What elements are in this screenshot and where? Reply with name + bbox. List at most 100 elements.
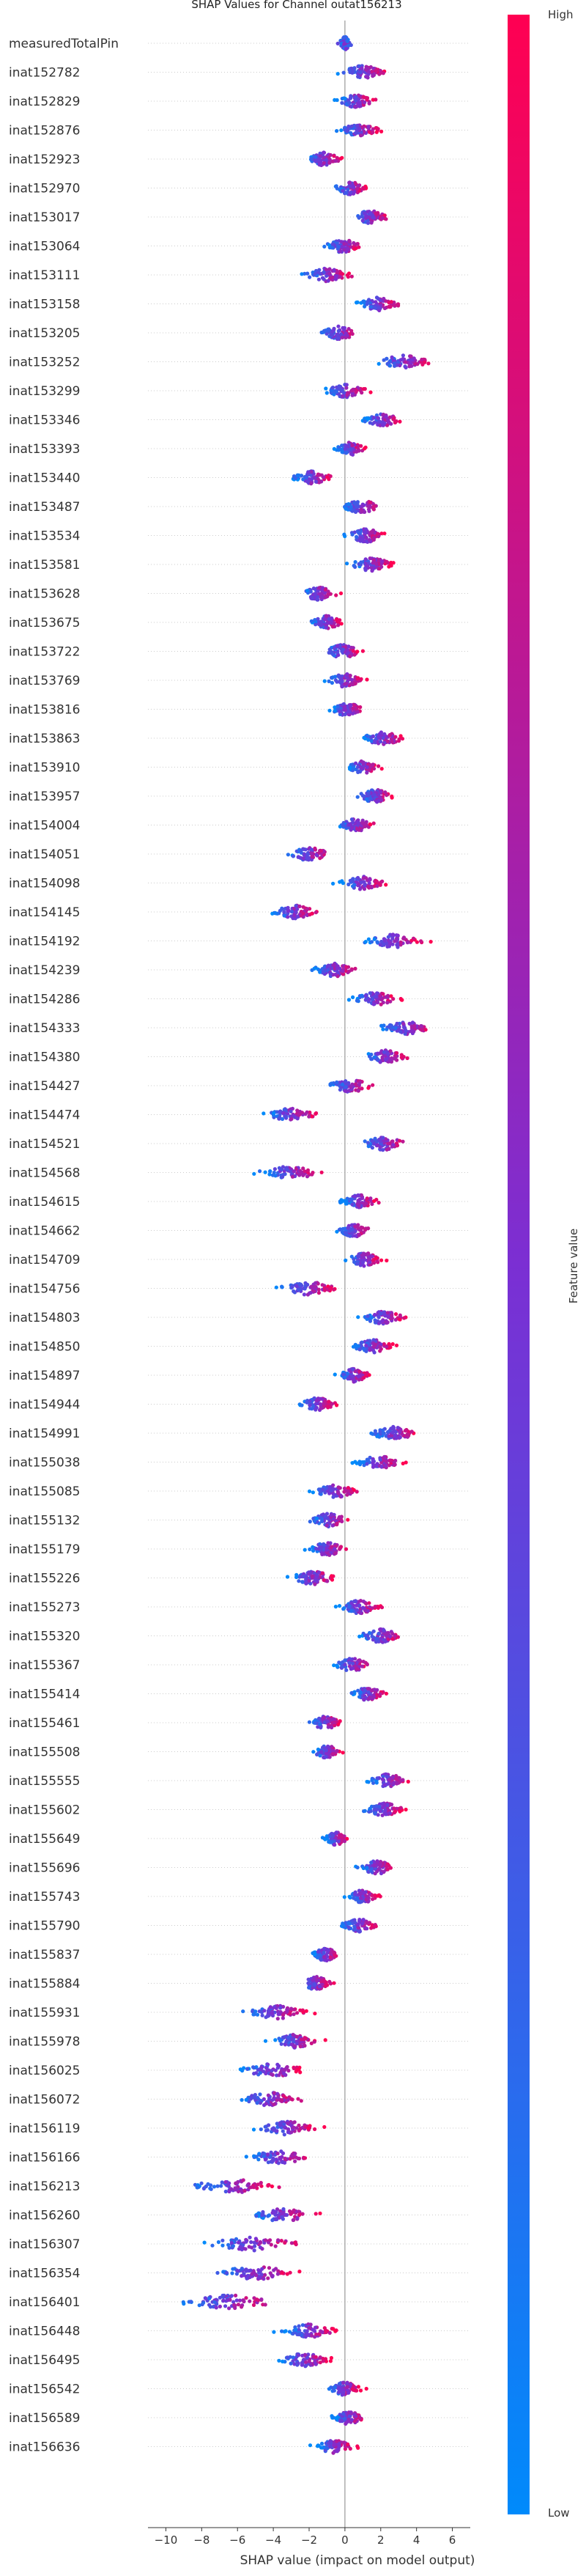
shap-point xyxy=(315,853,319,857)
shap-point xyxy=(348,765,352,769)
shap-point xyxy=(381,1778,385,1781)
shap-point xyxy=(374,126,378,130)
shap-point xyxy=(370,940,374,943)
shap-point xyxy=(344,386,348,390)
shap-point xyxy=(404,360,407,364)
shap-point xyxy=(303,1292,306,1296)
shap-point xyxy=(341,336,344,339)
shap-point xyxy=(332,328,335,331)
shap-point xyxy=(392,416,396,419)
shap-point xyxy=(310,619,314,623)
shap-point xyxy=(381,992,385,996)
shap-point xyxy=(333,709,337,713)
shap-point xyxy=(365,677,368,681)
shap-point xyxy=(366,76,370,79)
shap-point xyxy=(330,1745,333,1748)
shap-point xyxy=(360,1341,363,1344)
shap-point xyxy=(323,1515,327,1518)
shap-point xyxy=(341,969,344,973)
shap-point xyxy=(345,1233,349,1237)
feature-label: inat153769 xyxy=(9,674,80,688)
shap-point xyxy=(332,1517,335,1520)
shap-point xyxy=(358,1891,362,1895)
shap-point xyxy=(382,1312,386,1316)
shap-point xyxy=(356,1866,360,1869)
shap-point xyxy=(356,770,360,774)
shap-point xyxy=(324,1748,328,1752)
shap-point xyxy=(352,649,355,652)
feature-label: inat156589 xyxy=(9,2411,80,2426)
shap-point xyxy=(314,622,317,626)
shap-point xyxy=(315,1979,319,1982)
shap-point xyxy=(369,305,373,309)
feature-label: inat155367 xyxy=(9,1658,80,1673)
shap-point xyxy=(323,680,327,683)
shap-point xyxy=(314,1402,318,1405)
feature-label: inat156354 xyxy=(9,2267,80,2281)
shap-point xyxy=(301,1174,305,1177)
shap-point xyxy=(391,1143,395,1147)
shap-point xyxy=(338,1515,341,1519)
shap-point xyxy=(268,1169,272,1173)
shap-point xyxy=(374,300,377,303)
shap-point xyxy=(390,356,394,359)
shap-point xyxy=(308,1490,311,1493)
shap-point xyxy=(364,1602,368,1605)
shap-point xyxy=(407,364,411,368)
shap-point xyxy=(297,1288,300,1292)
shap-point xyxy=(357,821,360,825)
shap-point xyxy=(367,938,371,941)
shap-point xyxy=(371,1146,374,1149)
shap-point xyxy=(336,623,340,627)
shap-point xyxy=(360,1922,364,1926)
shap-point xyxy=(322,155,326,159)
shap-point xyxy=(290,910,294,913)
feature-label: inat155696 xyxy=(9,1861,80,1876)
shap-point xyxy=(342,36,346,40)
shap-point xyxy=(359,133,363,137)
shap-point xyxy=(322,161,326,165)
shap-point xyxy=(344,1085,348,1089)
feature-label: inat154662 xyxy=(9,1224,80,1239)
shap-point xyxy=(319,620,323,624)
shap-point xyxy=(332,1288,335,1292)
shap-point xyxy=(355,535,358,539)
shap-point xyxy=(331,675,335,679)
shap-point xyxy=(353,967,357,971)
shap-point xyxy=(329,972,333,976)
feature-rows: measuredTotalPininat152782inat152829inat… xyxy=(9,37,470,2455)
shap-point xyxy=(351,389,355,392)
shap-point xyxy=(364,531,368,534)
shap-point xyxy=(338,1719,342,1723)
shap-point xyxy=(294,1284,298,1287)
shap-point xyxy=(352,1896,355,1900)
shap-point xyxy=(385,415,388,419)
shap-point xyxy=(364,1344,368,1347)
shap-point xyxy=(308,1721,311,1724)
shap-point xyxy=(396,1144,399,1147)
shap-point xyxy=(340,649,344,653)
shap-point xyxy=(285,2008,289,2012)
shap-point xyxy=(362,1264,366,1267)
feature-label: inat155508 xyxy=(9,1745,80,1760)
shap-point xyxy=(327,279,330,283)
feature-label: inat154380 xyxy=(9,1050,80,1065)
shap-point xyxy=(406,1056,409,1060)
shap-point xyxy=(281,2016,285,2020)
shap-point xyxy=(264,1171,267,1174)
shap-point xyxy=(305,907,309,910)
shap-point xyxy=(371,130,374,134)
shap-point xyxy=(292,1289,295,1293)
shap-point xyxy=(262,1111,265,1115)
shap-point xyxy=(308,1579,311,1583)
shap-point xyxy=(401,1462,405,1465)
shap-point xyxy=(351,1367,355,1371)
feature-label: inat154333 xyxy=(9,1021,80,1036)
shap-point xyxy=(339,707,343,710)
shap-point xyxy=(401,1022,405,1026)
shap-point xyxy=(276,2017,280,2020)
shap-point xyxy=(390,795,393,798)
shap-point xyxy=(325,1720,329,1723)
shap-point xyxy=(380,1465,384,1468)
shap-point xyxy=(335,1749,338,1753)
